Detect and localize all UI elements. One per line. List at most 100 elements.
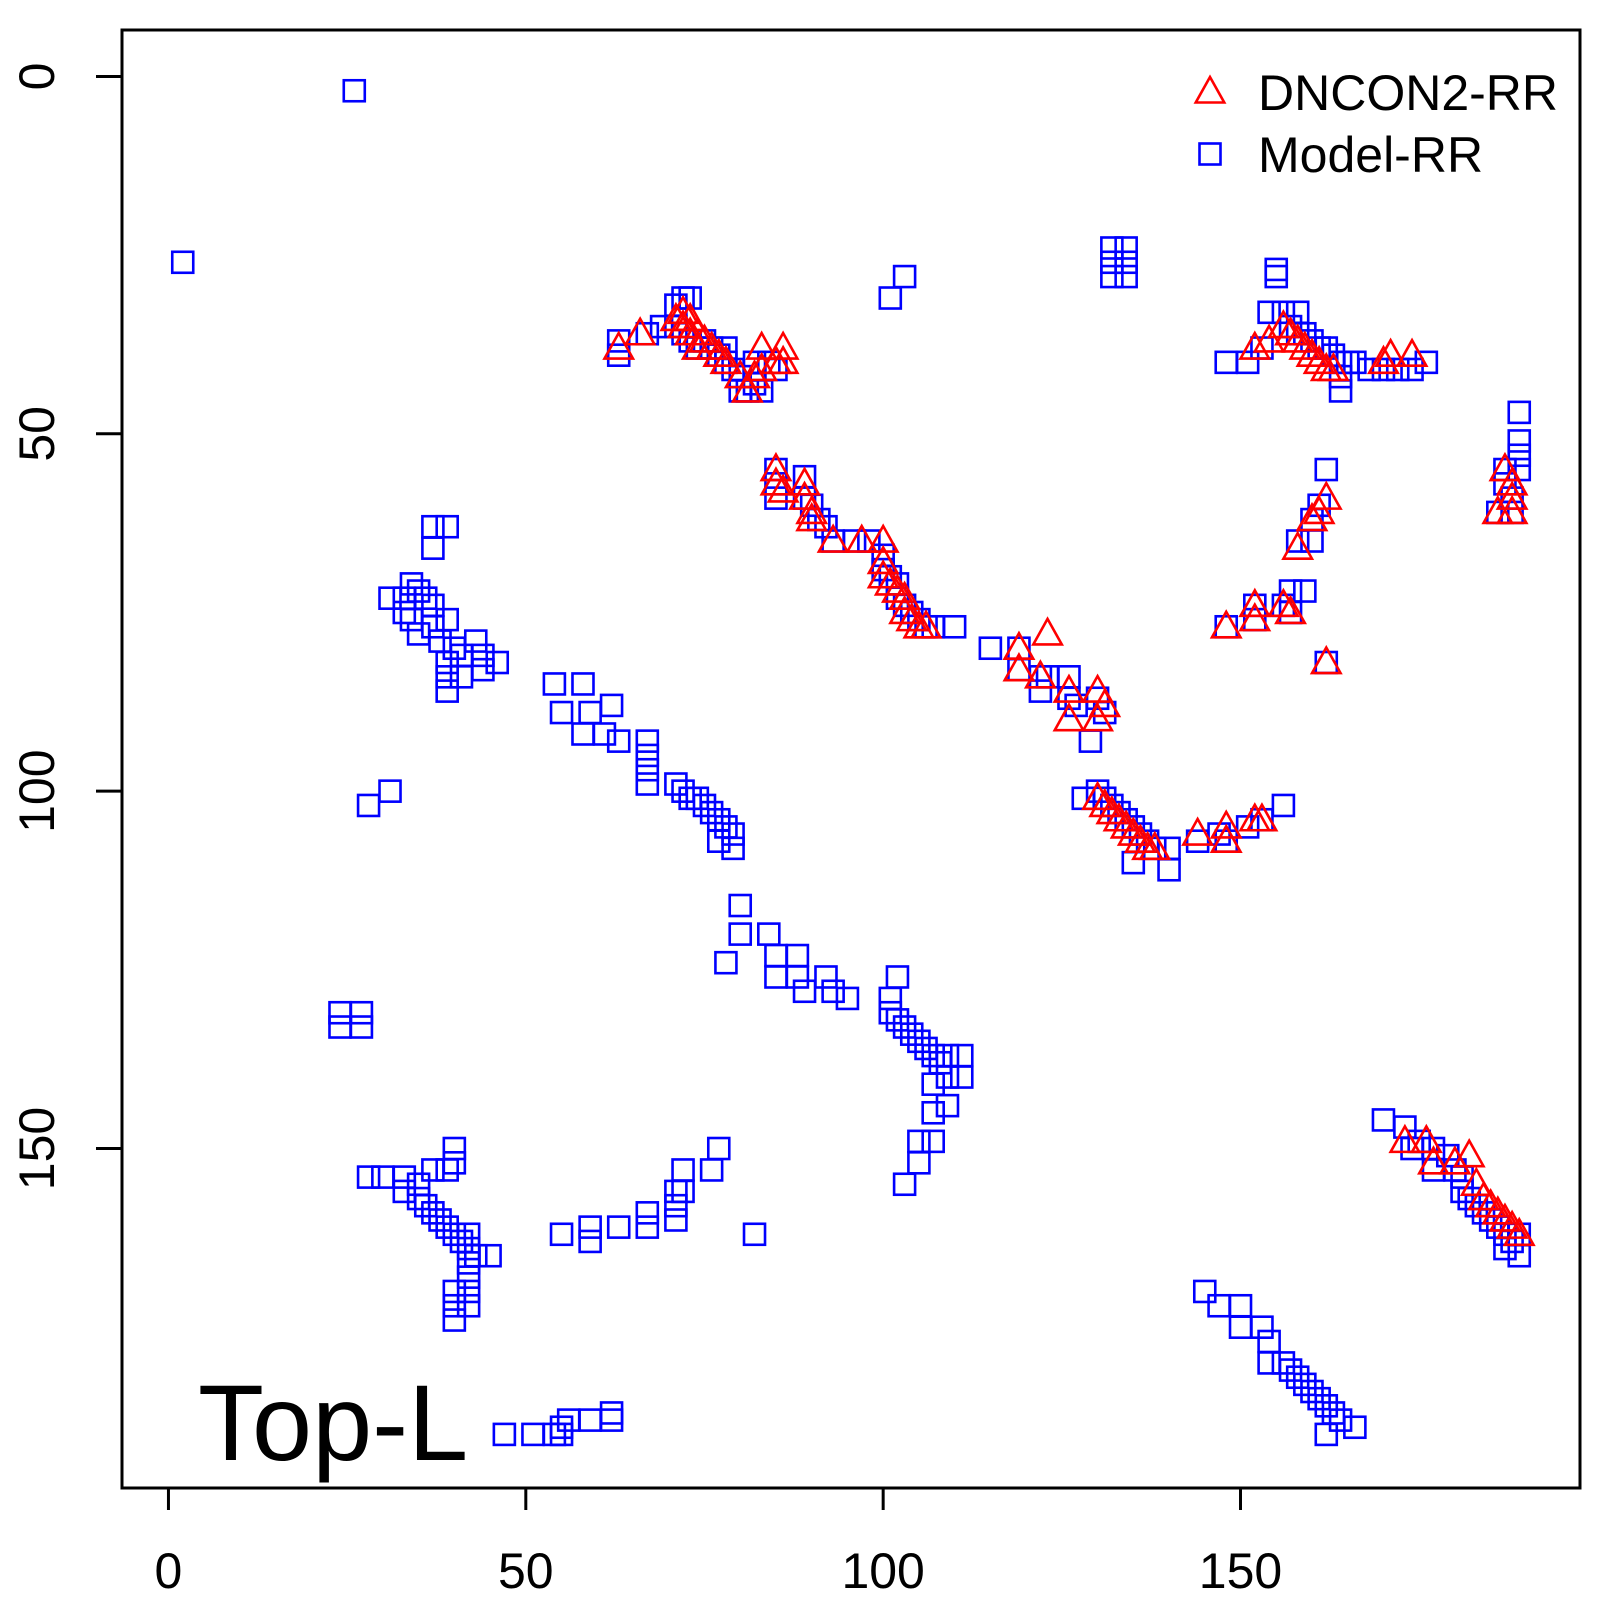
dncon2-rr-point	[1467, 1180, 1500, 1211]
model-rr-point	[914, 1036, 938, 1061]
model-rr-point	[378, 779, 402, 803]
dncon2-rr-point	[738, 358, 771, 389]
model-rr-point	[821, 979, 845, 1004]
dncon2-rr-point	[873, 566, 907, 596]
dncon2-rr-point	[730, 373, 764, 403]
dncon2-rr-point	[888, 580, 922, 610]
dncon2-rr-point	[1123, 823, 1157, 853]
series-dncon2-rr	[602, 294, 1536, 1247]
model-rr-point	[978, 636, 1003, 661]
dncon2-rr-point	[1438, 1145, 1472, 1175]
model-rr-point	[592, 722, 617, 746]
model-rr-point	[907, 1129, 931, 1154]
model-rr-point	[456, 1293, 481, 1318]
model-rr-point	[1285, 1365, 1310, 1390]
model-rr-point	[170, 250, 195, 275]
dncon2-rr-point	[1302, 344, 1336, 375]
model-rr-point	[1328, 379, 1353, 403]
dncon2-rr-point	[1238, 601, 1272, 632]
model-rr-point	[606, 1215, 631, 1239]
dncon2-rr-point	[1495, 466, 1529, 496]
dncon2-rr-point	[1023, 659, 1057, 689]
model-rr-point	[1114, 250, 1138, 275]
model-rr-point	[1450, 1179, 1474, 1204]
model-rr-point	[635, 757, 660, 782]
model-rr-point	[435, 607, 459, 632]
model-rr-point	[449, 1229, 474, 1254]
model-rr-point	[413, 1193, 438, 1218]
model-rr-point	[1257, 300, 1281, 325]
dncon2-rr-point	[1502, 1216, 1536, 1247]
dncon2-rr-point	[1116, 816, 1150, 846]
model-rr-point	[935, 1065, 960, 1089]
model-rr-point	[1264, 257, 1289, 282]
dncon2-rr-point	[866, 544, 900, 575]
model-rr-point	[1507, 443, 1532, 468]
dncon2-rr-point	[1209, 823, 1243, 853]
model-rr-point	[664, 1208, 688, 1232]
dncon2-rr-point	[1095, 794, 1129, 825]
model-rr-point	[885, 965, 910, 989]
model-rr-point	[928, 1050, 953, 1075]
dncon2-rr-point	[1266, 308, 1300, 339]
model-rr-point	[406, 622, 431, 646]
dncon2-rr-point	[866, 559, 900, 589]
model-rr-point	[435, 1215, 459, 1239]
model-rr-point	[949, 1043, 974, 1068]
model-rr-point	[442, 636, 467, 661]
model-rr-point	[578, 1229, 602, 1254]
dncon2-rr-point	[1102, 802, 1136, 832]
dncon2-rr-point	[1052, 673, 1086, 703]
model-rr-point	[878, 286, 903, 310]
dncon2-rr-point	[888, 594, 922, 625]
model-rr-point	[421, 514, 445, 539]
model-rr-point	[1300, 1379, 1324, 1404]
model-rr-point	[442, 1136, 467, 1161]
dncon2-rr-point	[1395, 337, 1429, 367]
model-rr-point	[342, 78, 367, 103]
model-rr-point	[1057, 686, 1081, 711]
model-rr-point	[478, 1243, 502, 1268]
dncon2-rr-point	[680, 316, 714, 346]
model-rr-point	[892, 1172, 917, 1197]
model-rr-point	[664, 1193, 688, 1218]
model-rr-point	[699, 1158, 724, 1182]
model-rr-point	[664, 772, 688, 796]
dncon2-rr-point	[1238, 330, 1272, 360]
model-rr-point	[549, 700, 574, 725]
dncon2-rr-point	[1316, 351, 1350, 382]
model-rr-point	[942, 614, 967, 639]
dncon2-rr-point	[666, 308, 700, 339]
dncon2-rr-point	[688, 323, 721, 353]
x-tick-label: 50	[498, 1543, 554, 1599]
model-rr-point	[356, 793, 381, 818]
dncon2-rr-point	[880, 573, 914, 603]
dncon2-rr-point	[745, 351, 779, 382]
dncon2-rr-point	[759, 451, 793, 482]
model-rr-point	[435, 514, 459, 539]
dncon2-rr-point	[1081, 702, 1115, 732]
dncon2-rr-point	[695, 330, 729, 360]
model-rr-point	[635, 729, 660, 753]
model-rr-point	[1271, 793, 1296, 818]
model-rr-point	[1228, 1315, 1253, 1339]
model-rr-point	[606, 729, 631, 753]
dncon2-rr-point	[866, 523, 900, 553]
dncon2-rr-point	[709, 344, 743, 375]
dncon2-rr-point	[1052, 702, 1086, 732]
model-rr-point	[1343, 350, 1367, 375]
model-rr-point	[1371, 1108, 1396, 1132]
model-rr-point	[885, 1008, 910, 1032]
model-rr-point	[907, 1151, 931, 1175]
model-rr-point	[349, 1000, 374, 1025]
model-rr-point	[1100, 250, 1124, 275]
model-rr-point	[764, 965, 788, 989]
dncon2-rr-point	[1252, 323, 1286, 353]
model-rr-point	[921, 1072, 945, 1096]
model-rr-point	[442, 1222, 467, 1247]
dncon2-rr-point	[1495, 480, 1529, 510]
y-tick-label: 50	[9, 406, 65, 462]
model-rr-point	[1192, 1279, 1217, 1304]
model-rr-point	[406, 1186, 431, 1211]
model-rr-point	[1114, 236, 1138, 260]
